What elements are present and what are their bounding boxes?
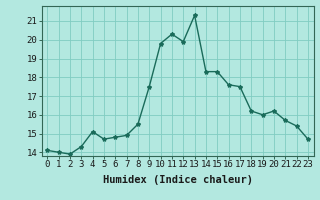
X-axis label: Humidex (Indice chaleur): Humidex (Indice chaleur) [103,175,252,185]
